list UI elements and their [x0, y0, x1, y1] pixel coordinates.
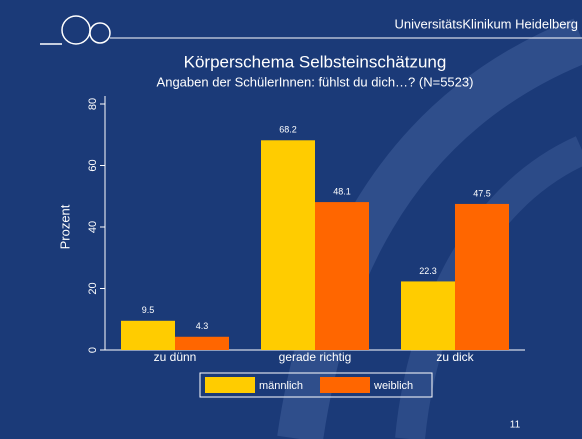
- y-tick-label: 0: [87, 347, 99, 353]
- bar: [315, 202, 369, 350]
- bar: [175, 336, 229, 350]
- logo-circle: [89, 22, 111, 44]
- value-label: 68.2: [279, 125, 297, 135]
- value-label: 9.5: [142, 305, 155, 315]
- page-number: 11: [510, 420, 521, 431]
- legend-box: [199, 372, 433, 398]
- decoration: [277, 18, 582, 439]
- x-tick-label: zu dünn: [154, 350, 197, 364]
- x-tick-label: gerade richtig: [279, 350, 352, 364]
- value-label: 48.1: [333, 186, 351, 196]
- y-tick-label: 80: [87, 98, 99, 110]
- legend-label: männlich: [259, 380, 303, 392]
- legend-label: weiblich: [373, 380, 413, 392]
- bar: [401, 281, 455, 350]
- y-tick-label: 20: [87, 282, 99, 294]
- value-label: 47.5: [473, 188, 491, 198]
- legend-swatch: [205, 377, 255, 393]
- header: UniversitätsKlinikum Heidelberg: [394, 16, 578, 31]
- chart-subtitle: Angaben der SchülerInnen: fühlst du dich…: [157, 74, 474, 89]
- x-tick-label: zu dick: [436, 350, 474, 364]
- y-tick-label: 60: [87, 159, 99, 171]
- bar: [455, 203, 509, 350]
- y-axis-label: Prozent: [57, 204, 72, 249]
- chart-title: Körperschema Selbsteinschätzung: [184, 52, 447, 71]
- value-label: 22.3: [419, 266, 437, 276]
- bar: [121, 320, 175, 350]
- y-tick-label: 40: [87, 221, 99, 233]
- bar: [261, 140, 315, 350]
- legend-swatch: [320, 377, 370, 393]
- value-label: 4.3: [196, 321, 209, 331]
